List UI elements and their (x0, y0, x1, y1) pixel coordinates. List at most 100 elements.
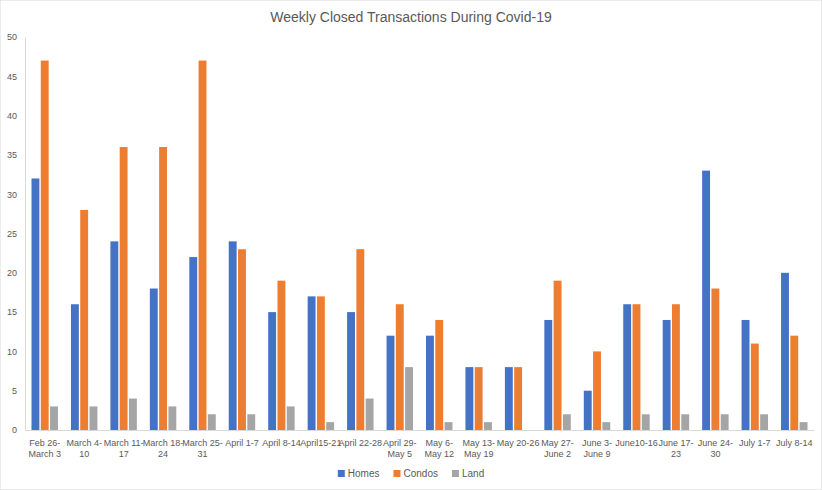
bar (317, 296, 325, 430)
bar (41, 61, 49, 430)
y-tick: 40 (7, 111, 25, 121)
x-tick-label: July 8-14 (776, 438, 813, 448)
bar (475, 367, 483, 430)
y-tick-label: 20 (7, 268, 17, 278)
bar (405, 367, 413, 430)
bar (268, 312, 276, 430)
x-tick: June 24-30 (698, 430, 733, 459)
legend-swatch (338, 470, 345, 477)
bar (790, 336, 798, 430)
bar (347, 312, 355, 430)
x-tick: April 8-14 (262, 430, 301, 448)
bar (277, 281, 285, 430)
x-tick-label: June10-16 (615, 438, 658, 448)
y-tick: 15 (7, 307, 25, 317)
y-tick: 50 (7, 32, 25, 42)
x-tick: March 18-24 (143, 430, 184, 459)
x-tick-label: June 24-30 (698, 438, 733, 459)
x-tick: May 27-June 2 (541, 430, 574, 459)
series (31, 171, 788, 430)
bar (80, 210, 88, 430)
bar (208, 414, 216, 430)
x-tick-label: April 1-7 (225, 438, 259, 448)
bar (90, 406, 98, 430)
bar (602, 422, 610, 430)
bar (168, 406, 176, 430)
y-tick: 0 (12, 425, 25, 435)
bar (326, 422, 334, 430)
x-tick: March 25-31 (182, 430, 223, 459)
y-tick-label: 45 (7, 72, 17, 82)
y-tick-label: 15 (7, 307, 17, 317)
x-tick: July 8-14 (776, 430, 813, 448)
bar (751, 344, 759, 430)
y-tick: 5 (12, 386, 25, 396)
y-axis: 0 5 10 15 20 25 30 35 40 45 50 (7, 32, 26, 435)
bar (287, 406, 295, 430)
x-tick: June 17-23 (658, 430, 693, 459)
x-tick: June 3-June 9 (582, 430, 612, 459)
legend-swatch (452, 470, 459, 477)
bar (781, 273, 789, 430)
y-axis-line (25, 38, 26, 431)
bar (199, 61, 207, 430)
title: Weekly Closed Transactions During Covid-… (270, 9, 552, 25)
legend: HomesCondosLand (338, 468, 484, 479)
bar (505, 367, 513, 430)
x-tick-label: April15-21 (300, 438, 341, 448)
y-tick-label: 35 (7, 150, 17, 160)
legend-label: Land (462, 468, 484, 479)
y-tick: 35 (7, 150, 25, 160)
y-tick-label: 5 (12, 386, 17, 396)
x-tick-label: March 25-31 (182, 438, 223, 459)
x-axis: Feb 26-March 3March 4-10March 11-17March… (26, 430, 815, 459)
bar (150, 289, 158, 430)
x-tick-label: June 3-June 9 (582, 438, 612, 459)
bar (129, 399, 137, 430)
y-tick: 10 (7, 347, 25, 357)
x-tick-label: March 18-24 (143, 438, 184, 459)
x-tick: Feb 26-March 3 (28, 430, 61, 459)
bar (760, 414, 768, 430)
legend-item: Condos (393, 468, 437, 479)
bar (426, 336, 434, 430)
bar (308, 296, 316, 430)
bar (229, 241, 237, 430)
bar (435, 320, 443, 430)
x-tick-label: April 29-May 5 (383, 438, 417, 459)
x-tick-label: May 27-June 2 (541, 438, 574, 459)
x-tick: June10-16 (615, 430, 658, 448)
bar (800, 422, 808, 430)
bar (742, 320, 750, 430)
bar (681, 414, 689, 430)
x-tick: May 13-May 19 (462, 430, 495, 459)
y-tick-label: 25 (7, 229, 17, 239)
bar (120, 147, 128, 430)
bar (593, 351, 601, 430)
x-tick: April 22-28 (339, 430, 383, 448)
x-tick-label: June 17-23 (658, 438, 693, 459)
x-tick: April 29-May 5 (383, 430, 417, 459)
x-tick-label: March 4-10 (66, 438, 102, 459)
bar (702, 171, 710, 430)
y-tick-label: 50 (7, 32, 17, 42)
chart: Weekly Closed Transactions During Covid-… (0, 0, 822, 490)
y-tick-label: 30 (7, 190, 17, 200)
bar (110, 241, 118, 430)
series (50, 367, 807, 430)
bar (189, 257, 197, 430)
bar (387, 336, 395, 430)
bar (623, 304, 631, 430)
y-tick: 45 (7, 72, 25, 82)
bar (633, 304, 641, 430)
bar (563, 414, 571, 430)
legend-item: Land (452, 468, 484, 479)
bar (50, 406, 58, 430)
bar (544, 320, 552, 430)
bar (663, 320, 671, 430)
y-tick: 25 (7, 229, 25, 239)
y-tick: 30 (7, 190, 25, 200)
bar (465, 367, 473, 430)
background (0, 0, 822, 490)
bar (366, 399, 374, 430)
